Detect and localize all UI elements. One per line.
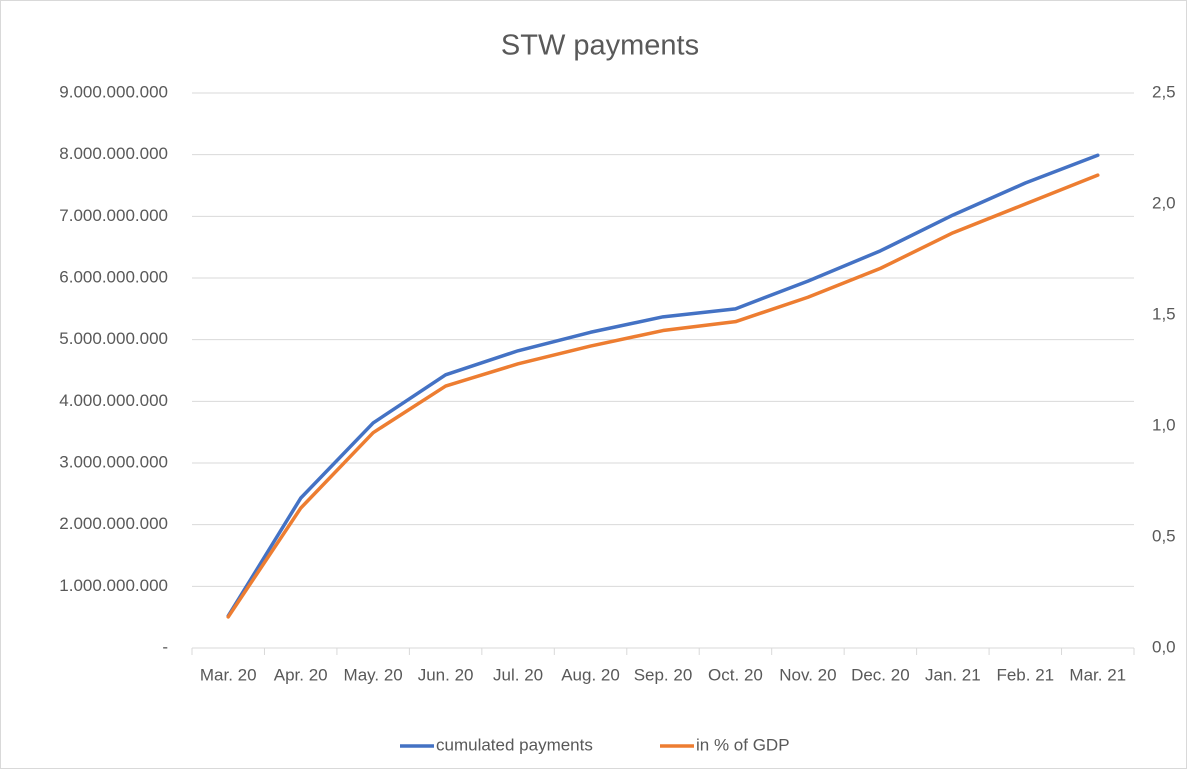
legend-label: in % of GDP <box>696 735 790 754</box>
x-tick-label: Nov. 20 <box>779 665 836 684</box>
x-tick-label: Jun. 20 <box>418 665 474 684</box>
y-tick-label: 2.000.000.000 <box>59 514 168 533</box>
x-tick-label: Aug. 20 <box>561 665 620 684</box>
x-tick-label: Jul. 20 <box>493 665 543 684</box>
y2-tick-label: 0,0 <box>1152 637 1176 656</box>
x-tick-label: Mar. 21 <box>1069 665 1126 684</box>
y2-tick-label: 0,5 <box>1152 526 1176 545</box>
x-tick-label: Sep. 20 <box>634 665 693 684</box>
y2-tick-label: 1,0 <box>1152 415 1176 434</box>
y-tick-label: 8.000.000.000 <box>59 144 168 163</box>
x-tick-label: Feb. 21 <box>996 665 1054 684</box>
y-tick-label: - <box>162 637 168 656</box>
series-line <box>226 153 1100 618</box>
x-tick-label: Jan. 21 <box>925 665 981 684</box>
y2-tick-label: 2,5 <box>1152 82 1176 101</box>
y-tick-label: 6.000.000.000 <box>59 267 168 286</box>
y2-tick-label: 2,0 <box>1152 193 1176 212</box>
legend-label: cumulated payments <box>436 735 593 754</box>
x-tick-label: Oct. 20 <box>708 665 763 684</box>
y-tick-label: 7.000.000.000 <box>59 206 168 225</box>
x-tick-label: Apr. 20 <box>274 665 328 684</box>
x-tick-label: Mar. 20 <box>200 665 257 684</box>
y2-tick-label: 1,5 <box>1152 304 1176 323</box>
chart-title: STW payments <box>501 30 699 62</box>
series-line <box>226 173 1100 619</box>
x-tick-label: May. 20 <box>344 665 403 684</box>
x-tick-label: Dec. 20 <box>851 665 910 684</box>
y-tick-label: 1.000.000.000 <box>59 576 168 595</box>
y-tick-label: 5.000.000.000 <box>59 329 168 348</box>
y-tick-label: 4.000.000.000 <box>59 391 168 410</box>
y-tick-label: 9.000.000.000 <box>59 82 168 101</box>
y-tick-label: 3.000.000.000 <box>59 452 168 471</box>
